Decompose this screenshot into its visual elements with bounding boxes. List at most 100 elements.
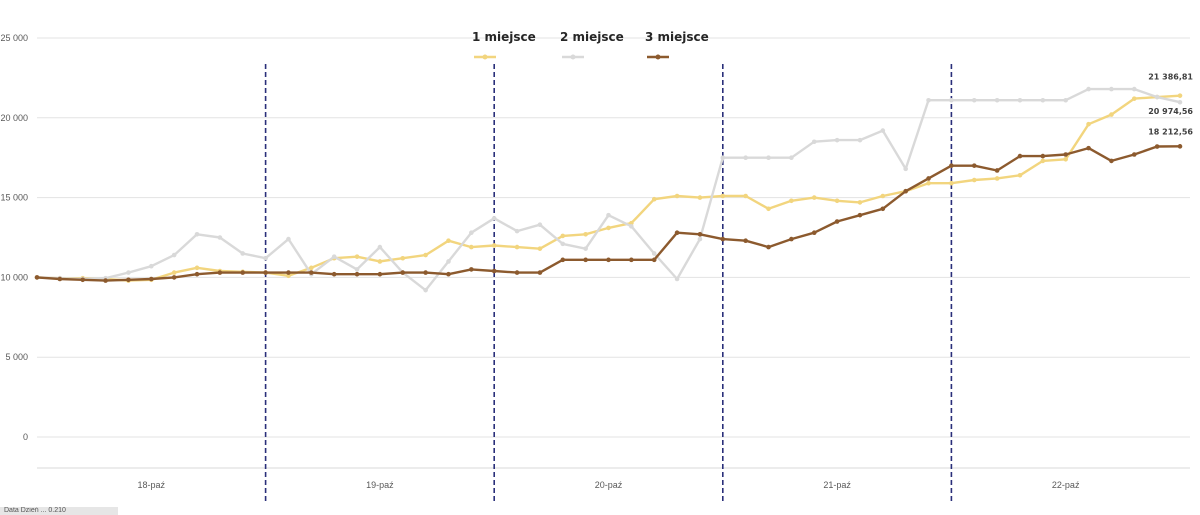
series-point	[1177, 93, 1183, 98]
series-point	[1086, 86, 1091, 92]
series-point	[217, 235, 223, 240]
y-tick-label: 10 000	[0, 272, 28, 282]
series-point	[743, 193, 748, 199]
legend-swatch-marker	[482, 54, 488, 60]
series-point	[469, 244, 474, 250]
series-point	[1063, 152, 1068, 157]
series-point	[560, 241, 566, 247]
series-point	[880, 206, 886, 212]
series-point	[263, 270, 268, 275]
series-point	[309, 270, 314, 275]
y-tick-label: 15 000	[0, 193, 28, 203]
series-point	[1177, 99, 1183, 105]
series-end-label: 20 974,56	[1148, 107, 1193, 116]
series-point	[286, 236, 291, 242]
series-point	[674, 193, 680, 199]
x-category-label: 18-paź	[138, 480, 166, 490]
series-point	[949, 97, 954, 103]
series-point	[697, 236, 703, 242]
series-point	[469, 267, 474, 272]
series-end-label: 18 212,56	[1148, 127, 1193, 136]
series-point	[491, 243, 497, 248]
series-point	[971, 163, 977, 168]
series-point	[629, 224, 634, 229]
series-point	[1086, 121, 1091, 127]
series-point	[354, 254, 360, 259]
series-point	[834, 137, 840, 143]
series-point	[423, 252, 428, 258]
series-point	[857, 137, 863, 143]
series-point	[57, 276, 63, 282]
series-point	[583, 246, 588, 251]
series-point	[423, 270, 428, 275]
series-point	[697, 195, 703, 200]
series-point	[903, 188, 908, 194]
series-point	[1063, 97, 1068, 103]
series-point	[1131, 152, 1137, 157]
series-point	[651, 196, 657, 202]
series-point	[491, 268, 497, 274]
series-point	[674, 276, 680, 282]
series-point	[1017, 153, 1023, 159]
series-point	[537, 222, 543, 228]
series-point	[1131, 86, 1137, 92]
series-point	[629, 220, 634, 226]
series-point	[377, 259, 383, 264]
x-category-label: 22-paź	[1052, 480, 1080, 490]
series-point	[514, 244, 520, 250]
series-point	[446, 259, 451, 264]
series-point	[377, 271, 383, 277]
sheet-tab-fragment[interactable]: Data Dzień ... 0.210	[0, 507, 118, 515]
series-point	[126, 270, 131, 275]
series-point	[880, 128, 886, 133]
series-point	[994, 97, 1000, 103]
series-point	[949, 163, 954, 168]
series-point	[126, 277, 131, 283]
series-point	[720, 193, 726, 199]
series-point	[720, 236, 726, 242]
series-point	[766, 155, 771, 160]
series-point	[240, 251, 246, 256]
series-point	[811, 230, 817, 236]
series-point	[606, 225, 611, 231]
series-point	[240, 270, 246, 275]
series-point	[560, 257, 566, 263]
y-tick-label: 25 000	[0, 33, 28, 43]
series-point	[606, 212, 611, 218]
series-point	[857, 212, 863, 218]
series-point	[766, 206, 771, 212]
series-point	[834, 198, 840, 204]
series-point	[171, 252, 177, 258]
series-point	[971, 177, 977, 183]
series-point	[400, 255, 406, 261]
series-point	[651, 257, 657, 263]
series-point	[286, 270, 291, 275]
x-category-label: 21-paź	[823, 480, 851, 490]
series-point	[1040, 158, 1046, 164]
series-point	[743, 238, 748, 243]
series-point	[286, 273, 291, 279]
series-point	[149, 263, 154, 269]
series-point	[834, 219, 840, 224]
legend-label: 1 miejsce	[472, 30, 536, 44]
legend-swatch-marker	[655, 54, 661, 60]
legend-swatch-marker	[570, 54, 576, 60]
series-point	[766, 244, 771, 250]
series-point	[537, 246, 543, 251]
series-point	[1040, 153, 1046, 159]
series-point	[446, 271, 451, 277]
series-point	[697, 232, 703, 237]
series-point	[583, 232, 588, 237]
series-point	[491, 216, 497, 221]
series-point	[446, 238, 451, 243]
series-point	[171, 275, 177, 280]
series-point	[331, 254, 337, 259]
series-point	[149, 276, 154, 282]
series-point	[194, 232, 200, 237]
series-point	[514, 270, 520, 275]
series-point	[674, 230, 680, 236]
series-point	[1109, 86, 1114, 92]
series-point	[971, 97, 977, 103]
series-point	[583, 257, 588, 263]
